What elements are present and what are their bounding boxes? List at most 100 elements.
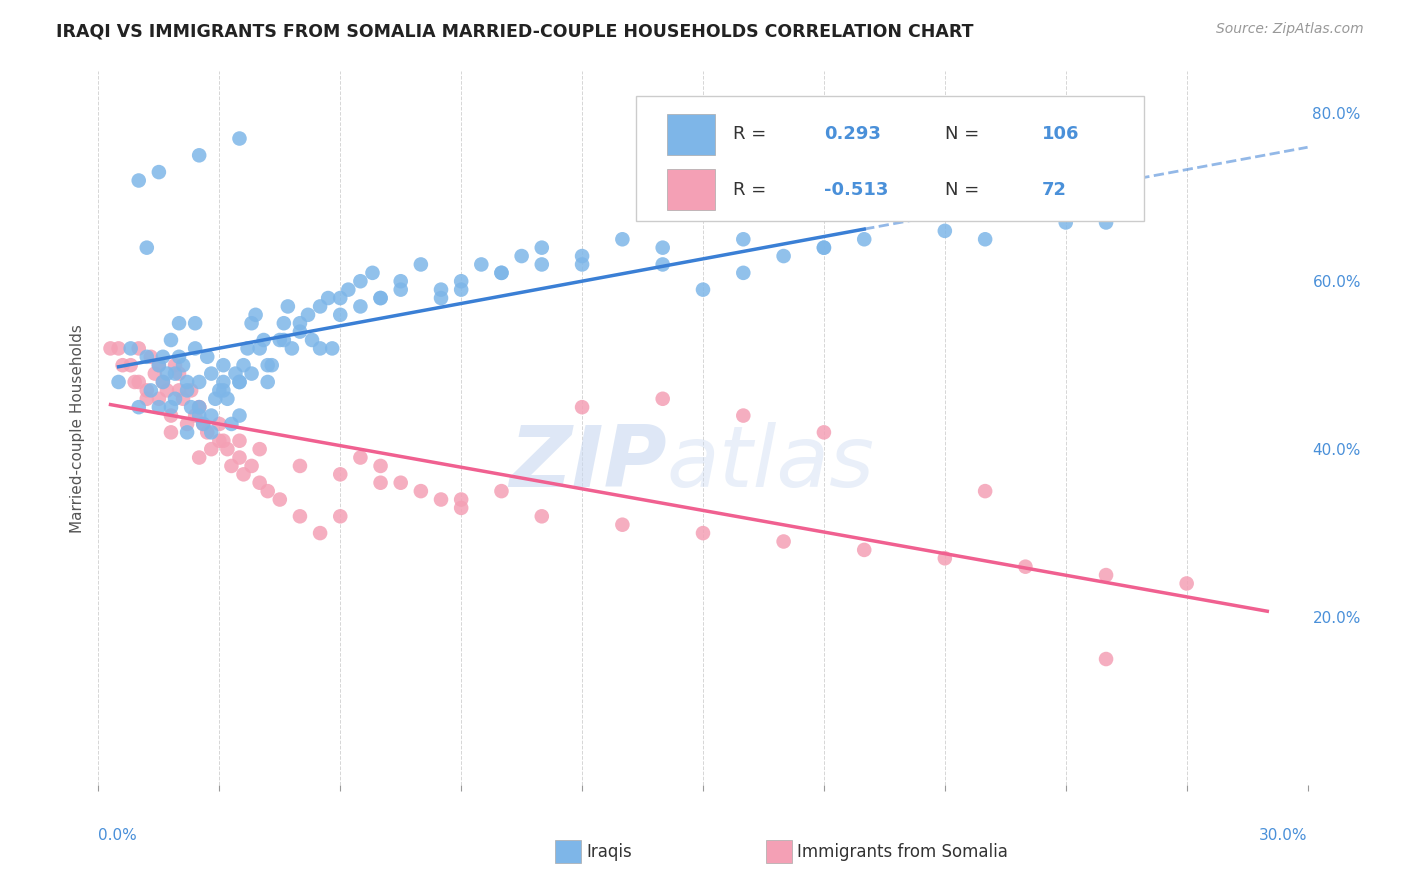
Point <box>167 384 190 398</box>
Point <box>491 266 513 280</box>
Point <box>253 333 276 347</box>
Point <box>107 342 129 356</box>
Point <box>176 425 198 440</box>
Point <box>120 358 142 372</box>
Point <box>510 249 533 263</box>
Point <box>212 358 235 372</box>
Point <box>160 409 183 423</box>
Text: 72: 72 <box>1042 181 1067 199</box>
Text: N =: N = <box>945 181 984 199</box>
Point <box>370 458 392 473</box>
Point <box>409 257 432 271</box>
Point <box>184 316 207 330</box>
Bar <box>666 114 716 155</box>
Point <box>249 475 271 490</box>
Point <box>200 367 222 381</box>
Point <box>212 384 235 398</box>
Point <box>128 342 150 356</box>
Point <box>260 358 283 372</box>
Point <box>1095 215 1118 229</box>
Point <box>256 484 278 499</box>
Point <box>160 400 183 414</box>
Point <box>228 434 250 448</box>
Point <box>188 148 211 162</box>
Point <box>269 492 291 507</box>
Point <box>491 266 513 280</box>
Point <box>249 342 271 356</box>
Point <box>571 249 593 263</box>
Point <box>692 526 714 541</box>
Point <box>934 551 956 566</box>
Text: ZIP: ZIP <box>509 422 666 506</box>
Text: IRAQI VS IMMIGRANTS FROM SOMALIA MARRIED-COUPLE HOUSEHOLDS CORRELATION CHART: IRAQI VS IMMIGRANTS FROM SOMALIA MARRIED… <box>56 22 974 40</box>
Point <box>733 409 755 423</box>
Point <box>195 350 218 364</box>
Point <box>349 274 371 288</box>
Point <box>612 517 634 532</box>
Point <box>188 409 211 423</box>
Point <box>1095 652 1118 666</box>
Point <box>813 425 835 440</box>
Text: atlas: atlas <box>666 422 875 506</box>
Point <box>389 283 412 297</box>
Point <box>409 484 432 499</box>
Point <box>692 283 714 297</box>
Point <box>232 467 254 482</box>
Point <box>321 342 343 356</box>
Point <box>733 232 755 246</box>
Point <box>195 425 218 440</box>
Point <box>430 492 453 507</box>
Point <box>163 358 186 372</box>
Point <box>193 417 215 431</box>
Point <box>188 400 211 414</box>
Point <box>193 417 215 431</box>
Text: -0.513: -0.513 <box>824 181 889 199</box>
Point <box>124 375 146 389</box>
Point <box>188 375 211 389</box>
Point <box>288 325 311 339</box>
Point <box>273 316 295 330</box>
Point <box>389 274 412 288</box>
Point <box>221 417 243 431</box>
Point <box>148 165 170 179</box>
Point <box>450 283 472 297</box>
Point <box>217 392 239 406</box>
Point <box>163 367 186 381</box>
Point <box>530 509 553 524</box>
Point <box>228 375 250 389</box>
Point <box>329 509 352 524</box>
Point <box>288 458 311 473</box>
Point <box>1014 559 1036 574</box>
Point <box>853 542 876 557</box>
Point <box>176 375 198 389</box>
Point <box>329 308 352 322</box>
Point <box>172 358 194 372</box>
Point <box>316 291 339 305</box>
Point <box>974 484 997 499</box>
Point <box>152 350 174 364</box>
Text: Source: ZipAtlas.com: Source: ZipAtlas.com <box>1216 22 1364 37</box>
Point <box>288 316 311 330</box>
Point <box>228 409 250 423</box>
Point <box>530 257 553 271</box>
Point <box>204 392 226 406</box>
Point <box>612 232 634 246</box>
Point <box>337 283 360 297</box>
Point <box>139 350 162 364</box>
Point <box>167 350 190 364</box>
Point <box>277 300 299 314</box>
Point <box>152 375 174 389</box>
Point <box>128 173 150 187</box>
Point <box>228 131 250 145</box>
Point <box>309 300 332 314</box>
Point <box>120 342 142 356</box>
Y-axis label: Married-couple Households: Married-couple Households <box>69 324 84 533</box>
Point <box>269 333 291 347</box>
Point <box>148 358 170 372</box>
Point <box>470 257 492 271</box>
Point <box>184 342 207 356</box>
Point <box>208 384 231 398</box>
Point <box>180 400 202 414</box>
Point <box>176 384 198 398</box>
Point <box>256 358 278 372</box>
